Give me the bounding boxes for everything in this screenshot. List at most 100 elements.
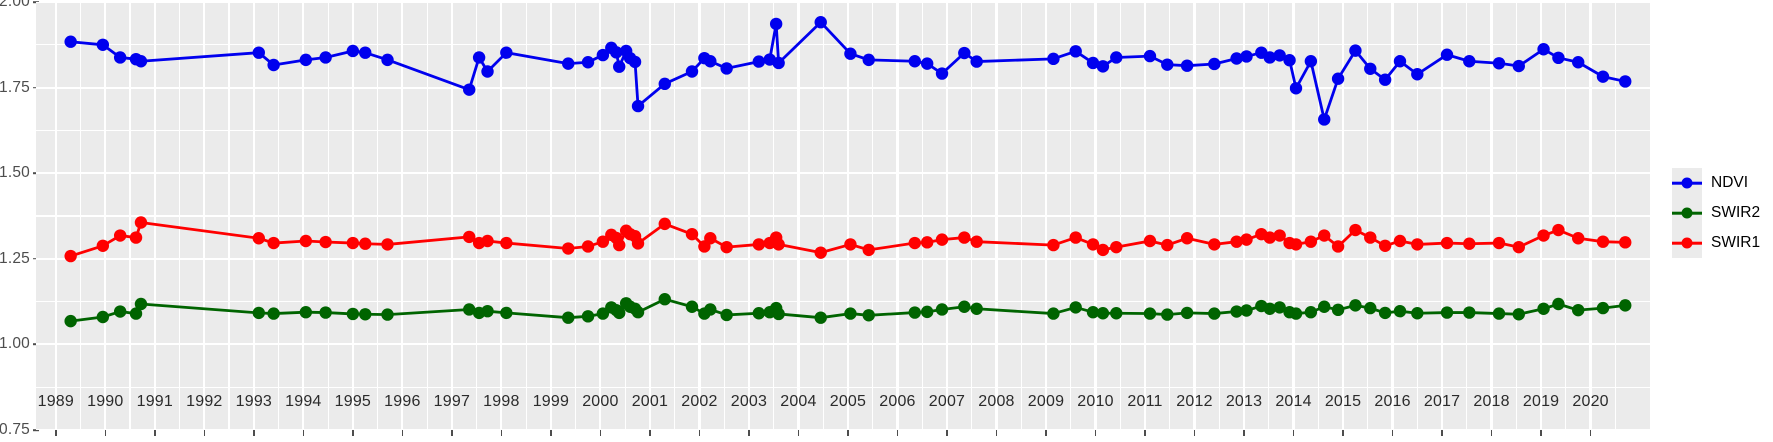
gridline-minor-vertical xyxy=(1614,2,1616,430)
x-axis-tick-mark xyxy=(203,430,206,436)
gridline-minor-vertical xyxy=(624,2,626,430)
gridline-minor-vertical xyxy=(1466,2,1468,430)
x-axis-tick-label: 1999 xyxy=(532,393,570,410)
legend-label: SWIR1 xyxy=(1711,234,1761,251)
data-point xyxy=(596,48,610,62)
legend-key-dot xyxy=(1681,207,1693,219)
data-point xyxy=(1230,305,1243,318)
x-axis-tick-label: 1995 xyxy=(334,393,372,410)
x-axis-tick-mark xyxy=(946,430,948,436)
x-axis-tick-label: 2006 xyxy=(879,393,916,410)
x-axis-tick-mark xyxy=(1045,430,1047,436)
data-point xyxy=(772,307,785,321)
x-axis-tick-mark xyxy=(401,430,404,436)
gridline-minor-vertical xyxy=(971,2,973,430)
data-point xyxy=(1440,236,1454,250)
legend-item-ndvi[interactable]: NDVI xyxy=(1672,168,1772,198)
legend-key-dot xyxy=(1681,237,1693,249)
data-point xyxy=(500,236,513,250)
legend-key-swatch xyxy=(1672,228,1702,258)
gridline-major-vertical xyxy=(945,2,949,430)
data-point xyxy=(1161,308,1174,321)
data-point xyxy=(1364,62,1377,75)
data-point xyxy=(346,236,360,250)
data-point xyxy=(1393,234,1407,248)
data-point xyxy=(1331,303,1345,317)
x-axis-tick-label: 2001 xyxy=(631,393,669,410)
data-point xyxy=(1230,52,1243,65)
data-point xyxy=(381,53,394,67)
y-axis-tick-label: 2.00 xyxy=(0,0,30,10)
x-axis-tick-mark xyxy=(451,430,453,436)
x-axis-tick-mark xyxy=(995,430,998,436)
gridline-minor-vertical xyxy=(178,2,181,430)
legend-key-swatch xyxy=(1672,168,1702,198)
gridline-major-vertical xyxy=(401,2,404,430)
data-point xyxy=(970,302,983,315)
data-point xyxy=(1069,45,1082,58)
gridline-major-vertical xyxy=(797,2,800,430)
data-point xyxy=(1143,49,1157,63)
gridline-minor-vertical xyxy=(1565,2,1567,430)
x-axis-tick-label: 2011 xyxy=(1127,393,1163,410)
gridline-minor-vertical xyxy=(129,2,131,430)
data-point xyxy=(267,58,280,72)
data-point xyxy=(908,236,921,250)
data-point xyxy=(814,246,827,259)
data-point xyxy=(1273,49,1286,62)
x-axis-tick-mark xyxy=(1490,430,1493,436)
legend-item-swir1[interactable]: SWIR1 xyxy=(1672,228,1772,258)
x-axis-tick-label: 2015 xyxy=(1324,393,1362,410)
data-point xyxy=(113,305,127,318)
data-point xyxy=(613,238,626,252)
data-point xyxy=(64,314,77,328)
data-point xyxy=(1086,306,1100,319)
legend-item-swir2[interactable]: SWIR2 xyxy=(1672,198,1772,228)
data-point xyxy=(1273,229,1286,242)
x-axis-tick-label: 2005 xyxy=(829,393,867,410)
data-point xyxy=(1364,231,1377,244)
gridline-major-vertical xyxy=(1589,2,1592,430)
data-point xyxy=(1180,306,1194,320)
y-axis-tick-label: 1.75 xyxy=(0,78,30,96)
gridline-major-horizontal xyxy=(36,2,1650,4)
x-axis-tick-mark xyxy=(1144,430,1146,436)
data-point xyxy=(1086,56,1100,70)
data-point xyxy=(1110,307,1123,320)
data-point xyxy=(96,310,110,324)
data-point xyxy=(720,308,733,322)
data-point xyxy=(1378,73,1392,86)
data-point xyxy=(1552,297,1565,311)
data-point xyxy=(920,236,934,249)
data-point xyxy=(1378,306,1392,320)
x-axis-tick-label: 2020 xyxy=(1572,393,1609,410)
data-point xyxy=(1047,307,1060,320)
data-point xyxy=(844,238,857,251)
data-point xyxy=(481,234,494,248)
data-point xyxy=(1512,59,1526,73)
data-point xyxy=(958,300,971,313)
gridline-major-horizontal xyxy=(36,172,1650,175)
data-point xyxy=(1289,307,1303,320)
x-axis-tick-mark xyxy=(352,430,354,436)
data-point xyxy=(64,35,77,48)
data-point xyxy=(1304,55,1318,68)
data-point xyxy=(1596,70,1610,83)
x-axis-tick-mark xyxy=(1391,430,1394,436)
gridline-major-vertical xyxy=(1292,2,1295,430)
x-axis-tick-label: 2018 xyxy=(1473,393,1510,410)
data-point xyxy=(252,232,265,245)
data-point xyxy=(134,297,148,311)
gridline-minor-vertical xyxy=(525,2,527,430)
data-point xyxy=(1273,301,1286,314)
data-point xyxy=(752,307,766,320)
legend-label: SWIR2 xyxy=(1711,204,1761,221)
x-axis-ticks xyxy=(36,430,1650,438)
data-point xyxy=(1364,301,1377,315)
plot-panel: 1989 1990 1991 1992 1993 1994 1995 1996 1997 1998… xyxy=(36,2,1650,430)
gridline-major-vertical xyxy=(599,2,602,430)
data-point xyxy=(299,306,313,319)
gridline-minor-vertical xyxy=(1268,2,1270,430)
data-point xyxy=(1552,51,1565,65)
data-point xyxy=(1318,300,1331,313)
